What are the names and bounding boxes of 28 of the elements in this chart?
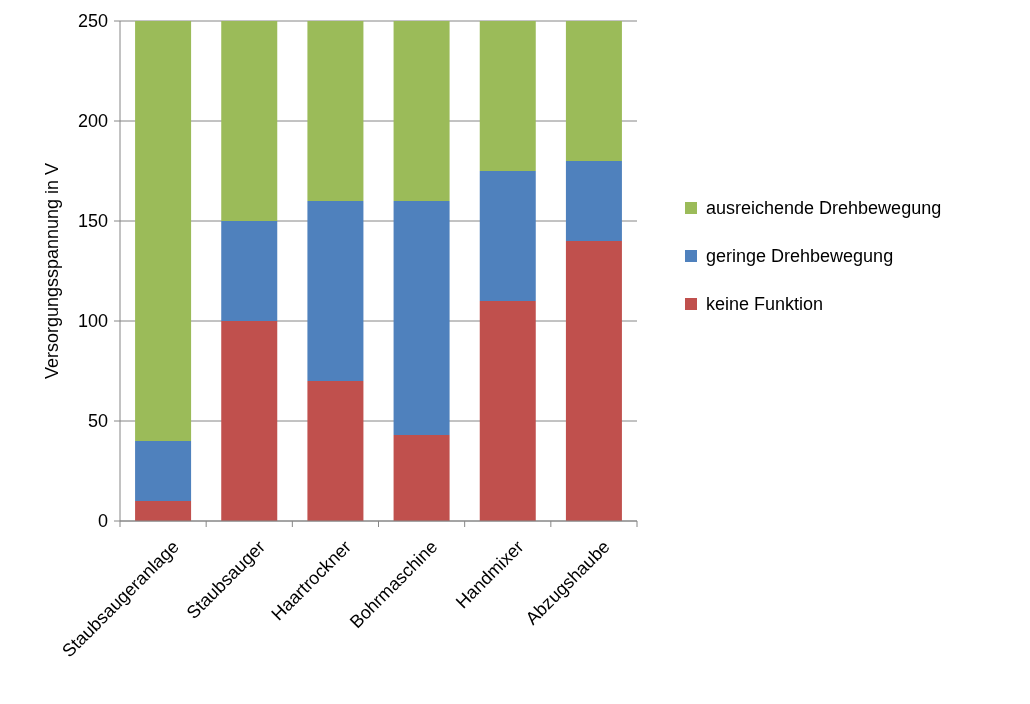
bar xyxy=(135,441,192,501)
legend-label: ausreichende Drehbewegung xyxy=(706,198,942,219)
bar xyxy=(565,161,622,241)
bar xyxy=(135,501,192,521)
bar xyxy=(221,21,278,221)
y-tick-label: 250 xyxy=(77,11,108,32)
bar xyxy=(393,201,450,435)
bar xyxy=(307,21,364,201)
bar xyxy=(479,171,536,301)
bar xyxy=(565,21,622,161)
y-tick-label: 0 xyxy=(97,511,108,532)
bar xyxy=(221,221,278,321)
y-axis-title: Versorgungsspannung in V xyxy=(42,162,62,380)
bar xyxy=(307,381,364,521)
bar xyxy=(479,301,536,521)
y-tick-label: 150 xyxy=(77,211,108,232)
bar xyxy=(221,321,278,521)
y-tick-label: 50 xyxy=(87,411,108,432)
legend-label: keine Funktion xyxy=(706,294,824,315)
bar xyxy=(393,21,450,201)
legend-label: geringe Drehbewegung xyxy=(706,246,894,267)
bar xyxy=(565,241,622,521)
bar xyxy=(479,21,536,171)
y-tick-label: 200 xyxy=(77,111,108,132)
bar xyxy=(135,21,192,441)
y-tick-label: 100 xyxy=(77,311,108,332)
bar xyxy=(393,435,450,521)
bar xyxy=(307,201,364,381)
